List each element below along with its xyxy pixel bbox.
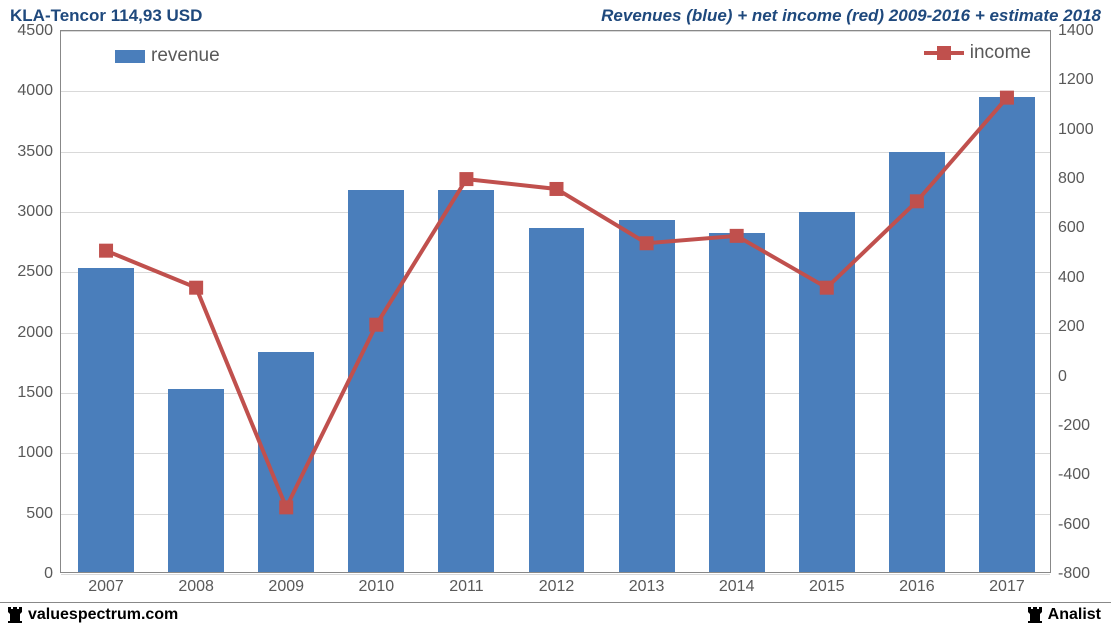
- y-right-tick-label: 1200: [1050, 71, 1105, 89]
- footer-left-text: valuespectrum.com: [28, 606, 178, 624]
- y-right-tick-label: 1400: [1050, 22, 1105, 40]
- bar: [619, 220, 675, 572]
- bar: [979, 97, 1035, 572]
- bar: [529, 228, 585, 572]
- chart-header: KLA-Tencor 114,93 USD Revenues (blue) + …: [0, 0, 1111, 28]
- footer-left-brand: valuespectrum.com: [6, 605, 178, 625]
- x-tick-label: 2014: [719, 572, 755, 596]
- y-right-tick-label: 400: [1050, 269, 1105, 287]
- y-right-tick-label: 0: [1050, 368, 1105, 386]
- chart-title-right: Revenues (blue) + net income (red) 2009-…: [601, 6, 1101, 26]
- x-tick-label: 2012: [539, 572, 575, 596]
- bar: [709, 233, 765, 572]
- x-tick-label: 2013: [629, 572, 665, 596]
- y-left-tick-label: 2000: [11, 324, 61, 342]
- x-tick-label: 2015: [809, 572, 845, 596]
- y-left-tick-label: 1500: [11, 384, 61, 402]
- legend-revenue-label: revenue: [151, 45, 220, 67]
- rook-icon: [1026, 605, 1044, 625]
- y-right-tick-label: 1000: [1050, 121, 1105, 139]
- rook-icon: [6, 605, 24, 625]
- bar: [168, 389, 224, 572]
- y-right-tick-label: 200: [1050, 318, 1105, 336]
- y-right-tick-label: -600: [1050, 516, 1105, 534]
- footer-right-text: Analist: [1048, 606, 1101, 624]
- y-right-tick-label: 600: [1050, 219, 1105, 237]
- x-tick-label: 2016: [899, 572, 935, 596]
- legend-swatch-bar: [115, 50, 145, 63]
- x-tick-label: 2009: [268, 572, 304, 596]
- y-left-tick-label: 2500: [11, 263, 61, 281]
- bar: [258, 352, 314, 572]
- y-left-tick-label: 1000: [11, 444, 61, 462]
- plot-area: 050010001500200025003000350040004500-800…: [60, 30, 1051, 573]
- legend-revenue: revenue: [115, 45, 220, 67]
- legend-swatch-line: [924, 43, 964, 63]
- y-left-tick-label: 500: [11, 505, 61, 523]
- y-right-tick-label: -800: [1050, 565, 1105, 583]
- y-left-tick-label: 3000: [11, 203, 61, 221]
- y-right-tick-label: 800: [1050, 170, 1105, 188]
- legend-income: income: [924, 42, 1031, 64]
- legend-income-label: income: [970, 42, 1031, 64]
- gridline: [61, 91, 1050, 92]
- gridline: [61, 31, 1050, 32]
- bar: [348, 190, 404, 573]
- bar: [438, 190, 494, 573]
- y-right-tick-label: -400: [1050, 466, 1105, 484]
- y-left-tick-label: 0: [11, 565, 61, 583]
- chart-footer: valuespectrum.com Analist: [0, 602, 1111, 627]
- x-tick-label: 2010: [359, 572, 395, 596]
- x-tick-label: 2011: [449, 572, 483, 596]
- bar: [799, 212, 855, 572]
- x-tick-label: 2008: [178, 572, 214, 596]
- chart-container: KLA-Tencor 114,93 USD Revenues (blue) + …: [0, 0, 1111, 627]
- bar: [889, 152, 945, 572]
- x-tick-label: 2007: [88, 572, 124, 596]
- y-left-tick-label: 4000: [11, 82, 61, 100]
- y-right-tick-label: -200: [1050, 417, 1105, 435]
- y-left-tick-label: 3500: [11, 143, 61, 161]
- y-left-tick-label: 4500: [11, 22, 61, 40]
- bar: [78, 268, 134, 572]
- footer-right-brand: Analist: [1026, 605, 1101, 625]
- x-tick-label: 2017: [989, 572, 1025, 596]
